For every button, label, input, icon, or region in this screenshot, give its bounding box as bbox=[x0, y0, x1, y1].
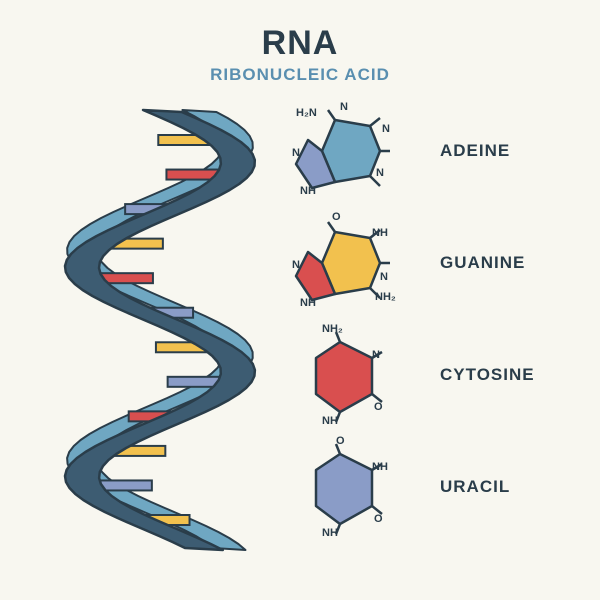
svg-text:NH: NH bbox=[322, 415, 338, 427]
base-label: URACIL bbox=[440, 477, 510, 497]
svg-text:O: O bbox=[374, 513, 383, 525]
base-structure-icon: O NH N NH₂ N NH bbox=[280, 208, 420, 318]
svg-text:N: N bbox=[340, 101, 348, 113]
svg-text:NH: NH bbox=[300, 297, 316, 309]
svg-text:O: O bbox=[332, 211, 341, 223]
base-row-cytosine: NH₂ N O NH CYTOSINE bbox=[280, 319, 600, 431]
svg-text:N: N bbox=[382, 123, 390, 135]
svg-text:N: N bbox=[380, 271, 388, 283]
svg-text:N: N bbox=[372, 349, 380, 361]
svg-text:NH₂: NH₂ bbox=[375, 291, 396, 303]
nucleotide-bases: H₂N N N N N NH ADEINE O NH N NH₂ N NH GUANINE NH₂ N O NH C… bbox=[280, 95, 600, 565]
svg-text:NH: NH bbox=[372, 461, 388, 473]
header: RNA RIBONUCLEIC ACID bbox=[0, 0, 600, 85]
svg-text:NH: NH bbox=[300, 185, 316, 197]
base-label: ADEINE bbox=[440, 141, 510, 161]
base-structure-icon: O NH O NH bbox=[280, 432, 420, 542]
svg-text:O: O bbox=[374, 401, 383, 413]
base-label: GUANINE bbox=[440, 253, 525, 273]
svg-text:O: O bbox=[336, 435, 345, 447]
svg-text:NH₂: NH₂ bbox=[322, 323, 343, 335]
base-label: CYTOSINE bbox=[440, 365, 535, 385]
svg-text:NH: NH bbox=[372, 227, 388, 239]
rna-helix bbox=[30, 95, 280, 565]
base-structure-icon: NH₂ N O NH bbox=[280, 320, 420, 430]
page-subtitle: RIBONUCLEIC ACID bbox=[0, 65, 600, 85]
base-row-uracil: O NH O NH URACIL bbox=[280, 431, 600, 543]
diagram-body: H₂N N N N N NH ADEINE O NH N NH₂ N NH GUANINE NH₂ N O NH C… bbox=[0, 85, 600, 575]
rna-infographic: RNA RIBONUCLEIC ACID H₂NNNNNNHADEINEONHN… bbox=[0, 0, 600, 600]
svg-text:N: N bbox=[376, 167, 384, 179]
svg-text:H₂N: H₂N bbox=[296, 107, 317, 119]
base-structure-icon: H₂N N N N N NH bbox=[280, 96, 420, 206]
svg-text:NH: NH bbox=[322, 527, 338, 539]
base-row-guanine: O NH N NH₂ N NH GUANINE bbox=[280, 207, 600, 319]
base-row-adeine: H₂N N N N N NH ADEINE bbox=[280, 95, 600, 207]
svg-text:N: N bbox=[292, 259, 300, 271]
svg-text:N: N bbox=[292, 147, 300, 159]
page-title: RNA bbox=[0, 24, 600, 63]
